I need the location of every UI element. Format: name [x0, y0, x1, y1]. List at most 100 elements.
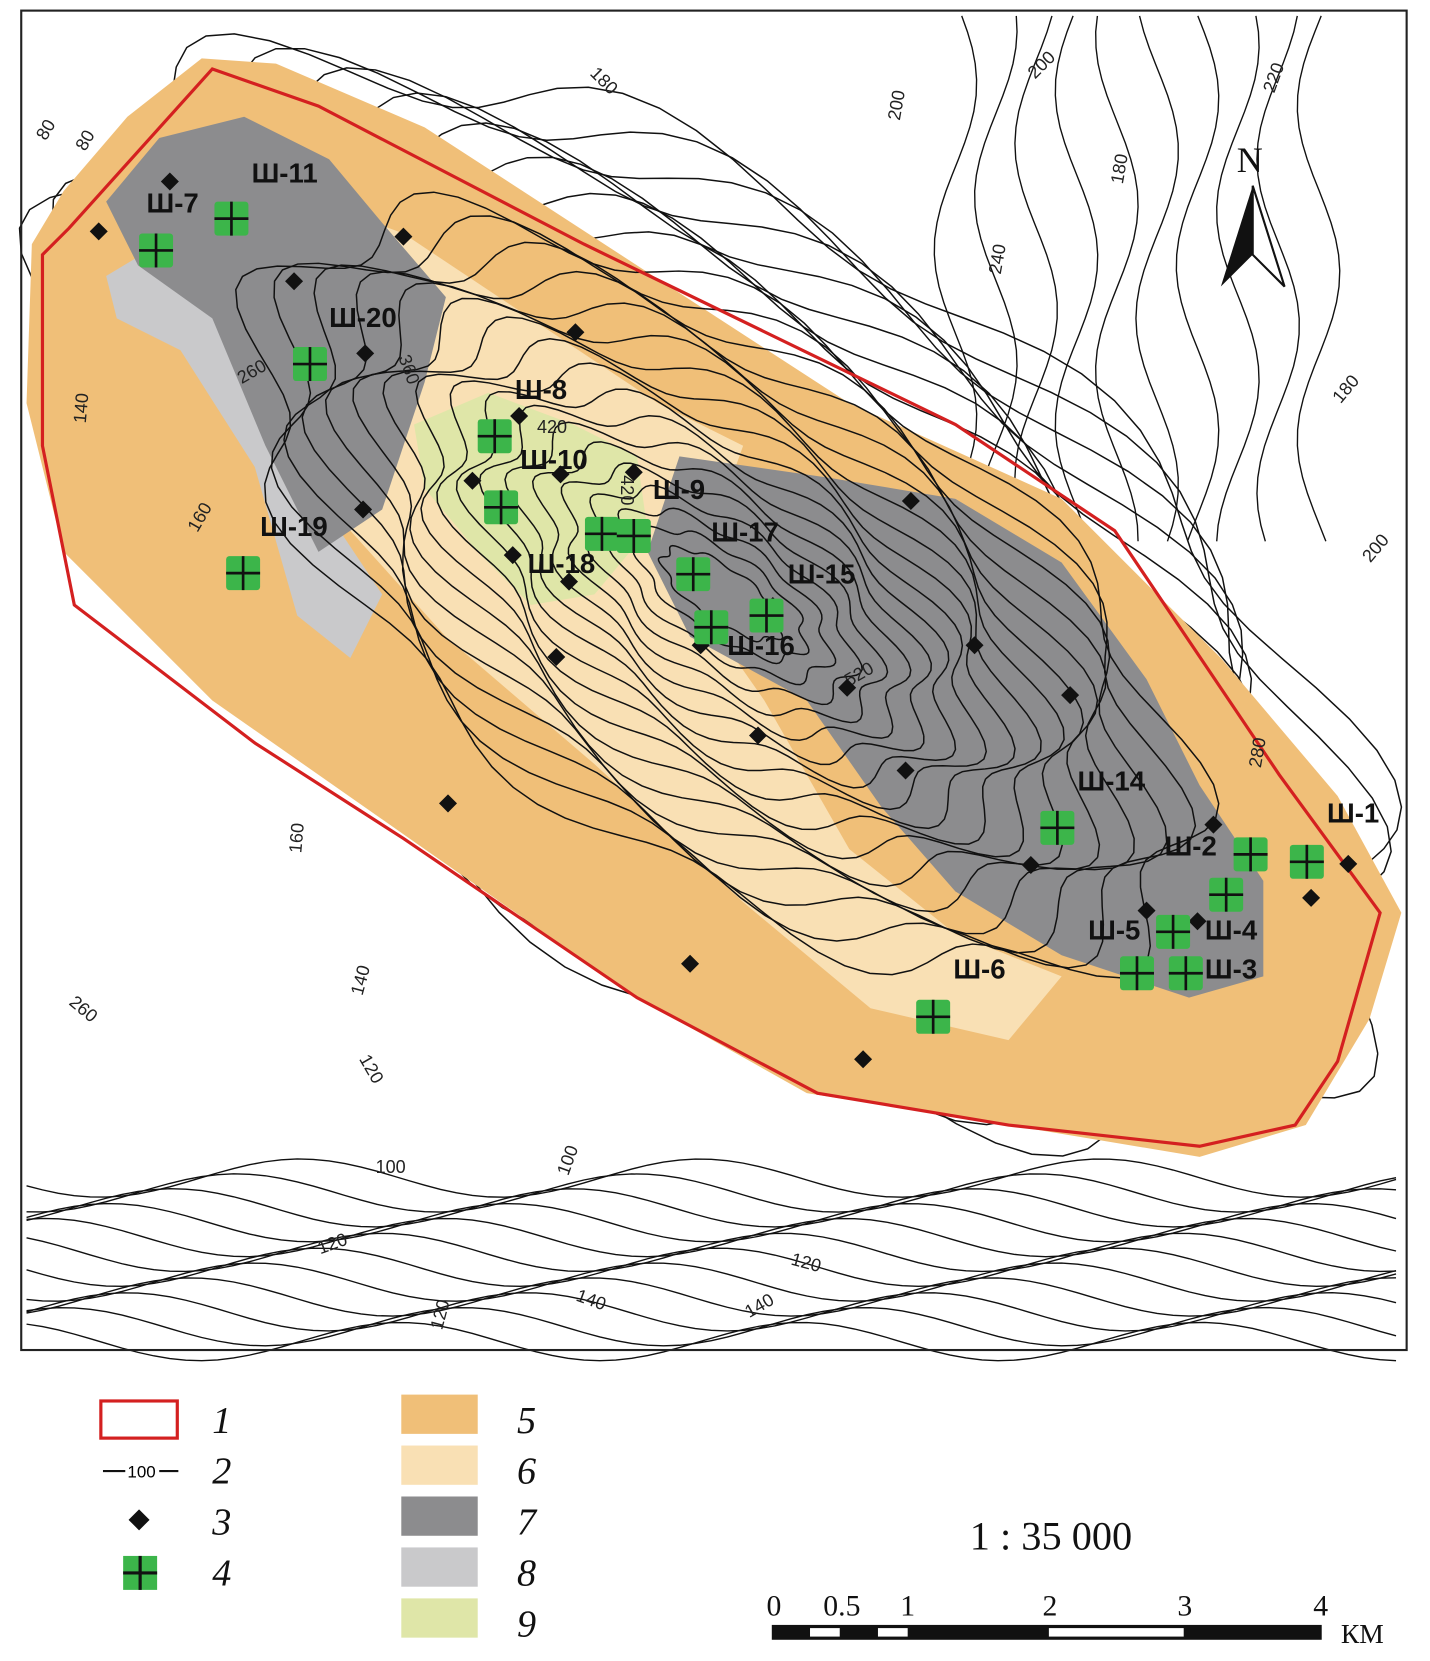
well-label: Ш-14 — [1078, 766, 1146, 797]
legend-contour-sample: 100 — [127, 1462, 155, 1481]
well[interactable]: Ш-15 — [749, 559, 856, 633]
well-cross-icon — [477, 419, 512, 454]
contour-line — [657, 544, 784, 643]
well[interactable]: Ш-7 — [139, 187, 199, 268]
well[interactable]: Ш-20 — [293, 302, 397, 382]
contour-label: 180 — [1328, 371, 1363, 407]
well[interactable]: Ш-18 — [528, 548, 596, 579]
legend-symbol-boundary — [99, 1399, 179, 1440]
legend-num-5: 5 — [517, 1400, 536, 1442]
scale-bar: 1 : 35 000 0 0.5 1 2 3 4 КМ — [766, 1514, 1383, 1649]
diamond-marker-icon — [566, 323, 585, 342]
contour-label: 160 — [285, 822, 308, 854]
well-cross-icon — [676, 557, 711, 592]
well[interactable]: Ш-1 — [1289, 798, 1379, 879]
well[interactable]: Ш-6 — [916, 954, 1006, 1034]
contour-line — [26, 1173, 1397, 1213]
contour-line — [26, 1262, 1397, 1302]
diamond-marker-icon — [896, 761, 915, 780]
contour-line — [1256, 15, 1300, 542]
contour-line — [26, 1247, 1397, 1288]
contour-label: 420 — [617, 475, 637, 505]
contour-line — [1175, 15, 1220, 542]
well-label: Ш-20 — [329, 302, 397, 333]
legend-swatch-5 — [401, 1394, 478, 1434]
contour-line — [560, 462, 889, 724]
contour-label: 120 — [315, 1229, 350, 1258]
diamond-marker-icon — [354, 500, 373, 519]
diamond-marker-icon — [285, 272, 304, 291]
diamond-marker-icon — [1302, 888, 1321, 907]
diamond-marker-icon — [394, 227, 413, 246]
well[interactable]: Ш-14 — [1040, 766, 1146, 845]
well[interactable]: Ш-19 — [226, 511, 328, 591]
well[interactable]: Ш-2 — [1165, 830, 1268, 912]
legend-num-8: 8 — [517, 1553, 536, 1595]
contour-line — [1095, 15, 1139, 542]
contour-line — [586, 484, 863, 706]
well-label: Ш-11 — [252, 158, 318, 189]
contour-label: 140 — [347, 963, 374, 997]
well[interactable]: Ш-17 — [676, 516, 779, 592]
contour-line — [531, 441, 912, 742]
contour-label: 420 — [537, 417, 567, 437]
well[interactable]: Ш-11 — [214, 158, 318, 236]
well-cross-icon — [293, 347, 327, 382]
diamond-marker-icon — [965, 636, 984, 655]
legend-swatch-7 — [401, 1496, 478, 1536]
well-label: Ш-5 — [1088, 914, 1140, 945]
well-label: Ш-19 — [260, 511, 328, 542]
contour-line — [436, 362, 1016, 830]
well[interactable]: Ш-5 — [1088, 914, 1191, 949]
well-label: Ш-4 — [1205, 914, 1258, 945]
well-cross-icon — [1168, 956, 1203, 991]
legend-swatch-9 — [401, 1598, 478, 1638]
well-label: Ш-6 — [953, 954, 1005, 985]
well-label: Ш-7 — [147, 187, 199, 218]
scale-ratio: 1 : 35 000 — [970, 1514, 1132, 1559]
contour-label: 220 — [1259, 60, 1288, 95]
contour-line — [235, 191, 1220, 979]
contour-label: 140 — [70, 392, 93, 424]
well-cross-icon — [1120, 956, 1154, 991]
contour-line — [301, 270, 1135, 935]
well-cross-icon — [584, 516, 619, 551]
legend-num-3: 3 — [211, 1502, 231, 1544]
legend-swatch-8 — [401, 1547, 478, 1587]
contour-line — [270, 215, 1197, 969]
scale-bar-segment — [810, 1628, 840, 1637]
contour-line — [26, 1292, 1397, 1332]
scale-bar-body — [771, 1624, 1322, 1640]
contour-label: 140 — [741, 1289, 777, 1321]
legend-green-cross-icon — [123, 1555, 158, 1590]
legend-num-7: 7 — [517, 1502, 538, 1544]
diamond-marker-icon — [160, 172, 179, 191]
legend-num-2: 2 — [212, 1451, 231, 1493]
contour-line — [26, 1321, 1397, 1362]
well[interactable]: Ш-3 — [1120, 954, 1257, 991]
well-label: Ш-3 — [1205, 954, 1257, 985]
well[interactable]: Ш-4 — [1205, 914, 1258, 945]
contour-line — [283, 241, 1168, 954]
well[interactable]: Ш-10 — [484, 444, 588, 525]
contour-line — [26, 1188, 1397, 1228]
well[interactable]: Ш-16 — [694, 610, 795, 661]
north-arrow-icon — [1220, 185, 1253, 287]
contour-label: 120 — [789, 1249, 823, 1276]
contour-line — [1014, 15, 1058, 542]
map-frame — [20, 9, 1408, 1352]
scale-tick-4: 4 — [1313, 1590, 1328, 1622]
contour-label: 100 — [376, 1157, 406, 1177]
well-cross-icon — [916, 999, 951, 1034]
well-label: Ш-15 — [788, 559, 856, 590]
contour-label: 260 — [66, 992, 102, 1027]
well-label: Ш-16 — [727, 630, 795, 661]
legend-diamond-icon — [128, 1509, 150, 1531]
well[interactable]: Ш-9 — [584, 474, 705, 553]
contour-label: 200 — [884, 89, 909, 122]
scale-bar-segment — [877, 1628, 908, 1637]
well-cross-icon — [214, 201, 249, 236]
contour-line — [1216, 15, 1260, 542]
well[interactable]: Ш-8 — [477, 374, 567, 454]
well-cross-icon — [1289, 844, 1324, 879]
